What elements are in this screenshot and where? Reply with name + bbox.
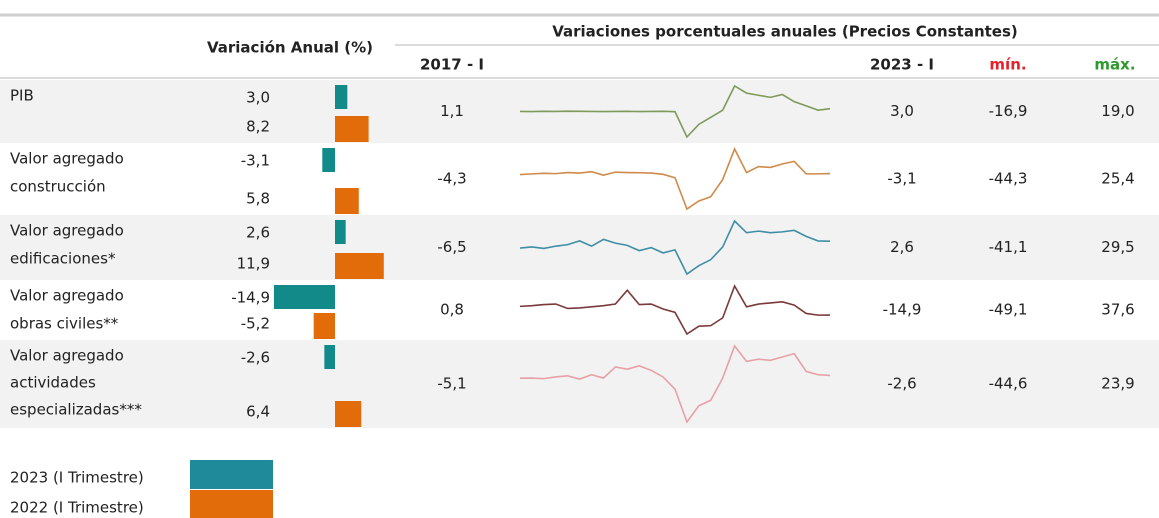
sparkline xyxy=(519,344,831,424)
row-label: construcción xyxy=(10,178,106,196)
sparkline xyxy=(519,147,831,211)
sparkline xyxy=(519,219,831,276)
max-value: 19,0 xyxy=(1101,102,1134,120)
start-value: -4,3 xyxy=(437,170,466,188)
row-bg xyxy=(0,340,1159,428)
bar-value: 11,9 xyxy=(237,255,270,273)
min-value: -49,1 xyxy=(989,301,1028,319)
row-label: PIB xyxy=(10,87,34,105)
bar-value: -14,9 xyxy=(231,289,270,307)
legend-swatch xyxy=(190,460,273,489)
bar-value: 5,8 xyxy=(246,190,270,208)
col-start: 2017 - I xyxy=(420,56,484,74)
row-label: Valor agregado xyxy=(10,150,124,168)
bar xyxy=(335,116,369,142)
bar xyxy=(313,313,335,339)
bar-value: 2,6 xyxy=(246,224,270,242)
legend-swatch xyxy=(190,490,273,518)
bar-value: 3,0 xyxy=(246,89,270,107)
bar xyxy=(335,188,359,214)
end-value: 2,6 xyxy=(890,238,914,256)
bar xyxy=(335,253,384,279)
row-label: actividades xyxy=(10,374,96,392)
min-value: -44,3 xyxy=(989,170,1028,188)
max-value: 23,9 xyxy=(1101,375,1134,393)
col-end: 2023 - I xyxy=(870,56,934,74)
end-value: -3,1 xyxy=(887,170,916,188)
end-value: -2,6 xyxy=(887,375,916,393)
start-value: -5,1 xyxy=(437,375,466,393)
end-value: -14,9 xyxy=(883,301,922,319)
bar-value: -2,6 xyxy=(241,349,270,367)
bar xyxy=(335,85,348,109)
bar-value: -3,1 xyxy=(241,152,270,170)
row-label: Valor agregado xyxy=(10,287,124,305)
start-value: -6,5 xyxy=(437,238,466,256)
row-label: edificaciones* xyxy=(10,250,116,268)
row-label: especializadas*** xyxy=(10,401,142,419)
start-value: 0,8 xyxy=(440,301,464,319)
min-value: -16,9 xyxy=(989,102,1028,120)
col-max: máx. xyxy=(1094,56,1135,74)
col-min: mín. xyxy=(989,56,1026,74)
bar-value: -5,2 xyxy=(241,315,270,333)
bar xyxy=(322,148,335,172)
sparkline xyxy=(519,284,831,336)
bar-value: 6,4 xyxy=(246,403,270,421)
bar xyxy=(335,220,346,244)
start-value: 1,1 xyxy=(440,102,464,120)
bar xyxy=(324,345,335,369)
row-bg xyxy=(0,215,1159,280)
bar-value: 8,2 xyxy=(246,118,270,136)
bar-title: Variación Anual (%) xyxy=(207,39,373,57)
sparkline xyxy=(519,84,831,139)
legend-label: 2022 (I Trimestre) xyxy=(10,499,144,517)
row-label: Valor agregado xyxy=(10,222,124,240)
end-value: 3,0 xyxy=(890,102,914,120)
row-label: Valor agregado xyxy=(10,347,124,365)
min-value: -41,1 xyxy=(989,238,1028,256)
table-title: Variaciones porcentuales anuales (Precio… xyxy=(552,23,1018,41)
min-value: -44,6 xyxy=(989,375,1028,393)
max-value: 25,4 xyxy=(1101,170,1134,188)
legend-label: 2023 (I Trimestre) xyxy=(10,469,144,487)
row-label: obras civiles** xyxy=(10,315,119,333)
max-value: 37,6 xyxy=(1101,301,1134,319)
bar xyxy=(335,401,362,427)
bar xyxy=(273,285,335,309)
max-value: 29,5 xyxy=(1101,238,1134,256)
